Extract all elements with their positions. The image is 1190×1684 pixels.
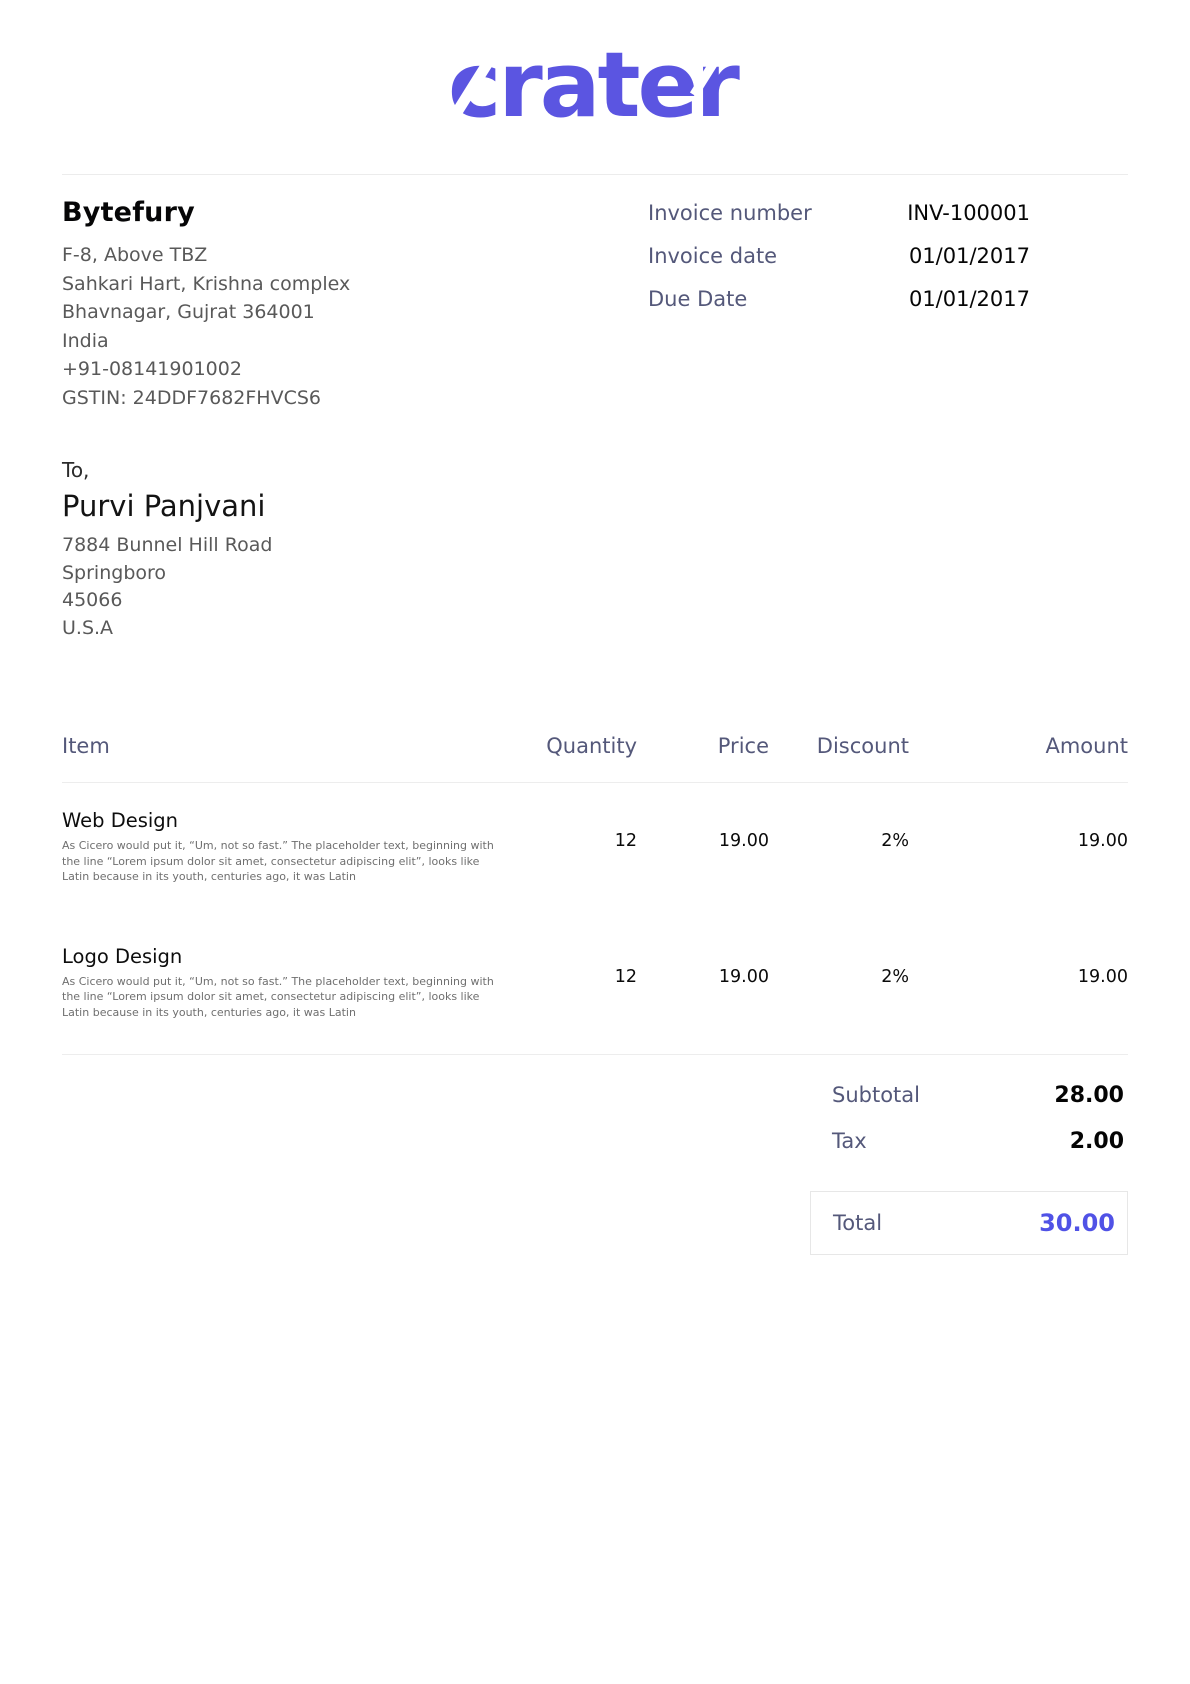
company-address: F-8, Above TBZ Sahkari Hart, Krishna com…: [62, 241, 648, 412]
item-discount: 2%: [881, 831, 909, 851]
company-address-line: Sahkari Hart, Krishna complex: [62, 272, 351, 295]
item-quantity: 12: [614, 966, 637, 987]
company-block: Bytefury F-8, Above TBZ Sahkari Hart, Kr…: [62, 197, 648, 412]
column-header-price: Price: [717, 734, 769, 758]
column-header-amount: Amount: [1045, 734, 1128, 758]
table-bottom-divider: [62, 1054, 1128, 1055]
subtotal-row: Subtotal 28.00: [810, 1083, 1128, 1108]
totals-block: Subtotal 28.00 Tax 2.00 Total 30.00: [62, 1083, 1128, 1255]
company-name: Bytefury: [62, 197, 195, 228]
bill-to-salutation: To,: [62, 458, 90, 482]
column-header-discount: Discount: [816, 734, 909, 758]
item-name: Logo Design: [62, 944, 183, 968]
column-header-item: Item: [62, 734, 110, 758]
due-date-label: Due Date: [648, 287, 748, 311]
tax-value: 2.00: [1069, 1129, 1124, 1154]
table-header-divider: [62, 782, 1128, 783]
recipient-address-line: 45066: [62, 589, 123, 611]
item-amount: 19.00: [1077, 831, 1128, 851]
item-amount: 19.00: [1077, 966, 1128, 987]
item-name: Web Design: [62, 809, 179, 832]
recipient-name: Purvi Panjvani: [62, 489, 266, 523]
recipient-address-line: 7884 Bunnel Hill Road: [62, 534, 273, 556]
invoice-meta-block: Invoice number INV-100001 Invoice date 0…: [648, 197, 1030, 412]
item-discount: 2%: [881, 966, 909, 987]
total-label: Total: [833, 1211, 883, 1235]
company-address-line: India: [62, 329, 109, 352]
item-cell: Logo Design As Cicero would put it, “Um,…: [62, 945, 532, 1021]
item-cell: Web Design As Cicero would put it, “Um, …: [62, 809, 532, 885]
company-phone: +91-08141901002: [62, 358, 242, 380]
header-divider: [62, 174, 1128, 175]
item-description: As Cicero would put it, “Um, not so fast…: [62, 839, 494, 883]
invoice-number-value: INV-100001: [907, 201, 1030, 225]
item-quantity: 12: [614, 831, 637, 851]
items-table: Item Quantity Price Discount Amount Web …: [62, 734, 1128, 1055]
invoice-date-value: 01/01/2017: [908, 244, 1030, 268]
due-date-value: 01/01/2017: [908, 287, 1030, 311]
table-row: Web Design As Cicero would put it, “Um, …: [62, 783, 1128, 919]
subtotal-label: Subtotal: [832, 1083, 920, 1107]
recipient-address-line: Springboro: [62, 561, 167, 584]
item-price: 19.00: [718, 831, 769, 851]
app-header: crater: [0, 0, 1190, 134]
recipient-address: 7884 Bunnel Hill Road Springboro 45066 U…: [62, 532, 1128, 642]
company-and-meta-row: Bytefury F-8, Above TBZ Sahkari Hart, Kr…: [62, 197, 1128, 412]
company-gstin: GSTIN: 24DDF7682FHVCS6: [62, 386, 321, 409]
invoice-number-label: Invoice number: [648, 201, 812, 225]
total-value: 30.00: [1039, 1209, 1115, 1237]
subtotal-value: 28.00: [1054, 1083, 1124, 1108]
due-date-row: Due Date 01/01/2017: [648, 287, 1030, 311]
items-table-header: Item Quantity Price Discount Amount: [62, 734, 1128, 782]
table-row: Logo Design As Cicero would put it, “Um,…: [62, 919, 1128, 1055]
tax-row: Tax 2.00: [810, 1129, 1128, 1154]
company-address-line: F-8, Above TBZ: [62, 244, 208, 266]
logo-c-slash: [452, 55, 495, 115]
logo-r-slash: [689, 56, 720, 98]
total-row: Total 30.00: [810, 1191, 1128, 1255]
crater-logo-icon: crater: [448, 42, 744, 134]
invoice-date-row: Invoice date 01/01/2017: [648, 244, 1030, 268]
bill-to-block: To, Purvi Panjvani 7884 Bunnel Hill Road…: [62, 458, 1128, 642]
item-description: As Cicero would put it, “Um, not so fast…: [62, 974, 494, 1019]
page-bottom-whitespace: [62, 1255, 1128, 1655]
tax-label: Tax: [832, 1129, 867, 1153]
company-address-line: Bhavnagar, Gujrat 364001: [62, 301, 315, 323]
item-price: 19.00: [718, 966, 769, 987]
recipient-address-line: U.S.A: [62, 616, 114, 639]
column-header-quantity: Quantity: [546, 734, 637, 758]
invoice-date-label: Invoice date: [648, 244, 778, 268]
invoice-number-row: Invoice number INV-100001: [648, 201, 1030, 225]
